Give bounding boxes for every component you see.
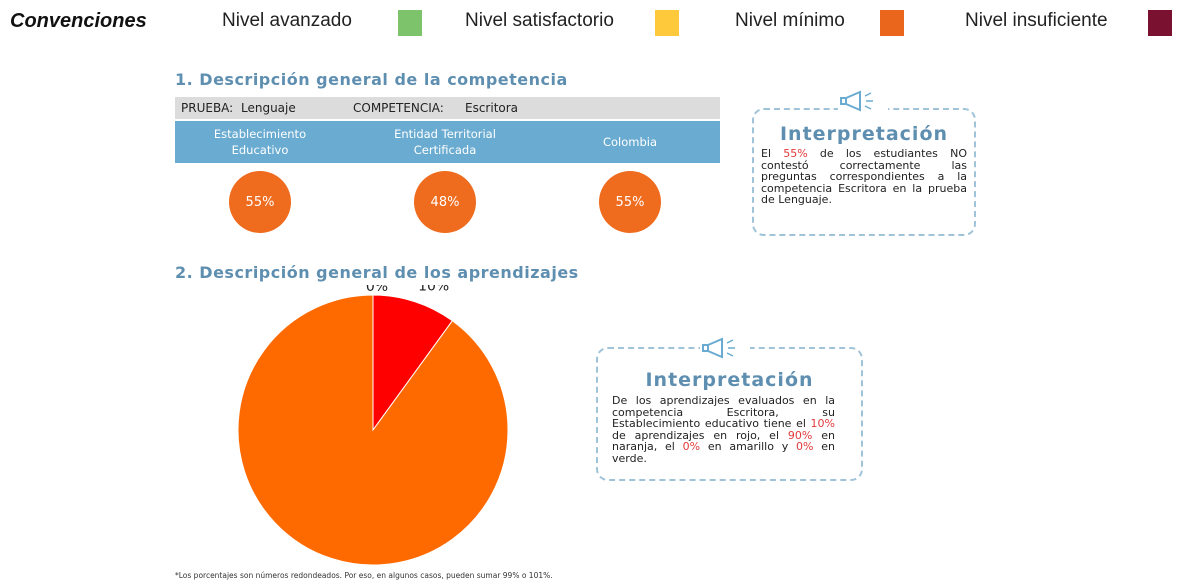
text-run: en naranja, el bbox=[612, 428, 835, 453]
legend-swatch bbox=[1148, 10, 1172, 36]
highlight-text: 90% bbox=[787, 428, 813, 442]
text-run: de los estudiantes NO contestó correctam… bbox=[761, 147, 967, 206]
text-run: en verde. bbox=[612, 440, 835, 465]
slice-label: 10% bbox=[418, 285, 449, 294]
text-run: en amarillo y bbox=[700, 440, 797, 453]
interpretation-box: Interpretación El 55% de los estudiantes… bbox=[752, 108, 976, 236]
interpretation-title: Interpretación bbox=[645, 369, 814, 391]
footnote: *Los porcentajes son números redondeados… bbox=[175, 571, 553, 580]
legend-label: Nivel mínimo bbox=[735, 10, 845, 31]
text-run: De los aprendizajes evaluados en la comp… bbox=[612, 394, 835, 430]
legend-label: Nivel insuficiente bbox=[965, 10, 1108, 31]
text-run: El bbox=[761, 147, 784, 160]
legend-label: Nivel avanzado bbox=[222, 10, 352, 31]
column-label: Establecimiento Educativo bbox=[213, 127, 307, 157]
score-circle: 48% bbox=[414, 171, 476, 233]
prueba: Lenguaje bbox=[241, 101, 296, 115]
megaphone-icon bbox=[838, 88, 888, 114]
prueba-label: PRUEBA: bbox=[181, 101, 234, 115]
highlight-text: 0% bbox=[682, 440, 701, 453]
pie-slice bbox=[372, 294, 454, 432]
pie-chart: 0%10%90% bbox=[237, 285, 509, 565]
megaphone-icon bbox=[700, 335, 750, 361]
highlight-text: 55% bbox=[783, 147, 808, 160]
slice-label: 0% bbox=[366, 285, 388, 295]
legend-title: Convenciones bbox=[10, 10, 147, 32]
section-title: 2. Descripción general de los aprendizaj… bbox=[175, 263, 579, 282]
interpretation-title: Interpretación bbox=[779, 123, 949, 145]
score-circle: 55% bbox=[229, 171, 291, 233]
column-header: Establecimiento Educativo Entidad Territo… bbox=[175, 121, 720, 163]
section-title: 1. Descripción general de la competencia bbox=[175, 70, 568, 89]
competencia-label: COMPETENCIA: bbox=[353, 101, 444, 115]
interpretation-box: Interpretación De los aprendizajes evalu… bbox=[596, 347, 863, 481]
legend-swatch bbox=[398, 10, 422, 36]
column-label: Colombia bbox=[602, 135, 658, 149]
legend-swatch bbox=[880, 10, 904, 36]
legend-label: Nivel satisfactorio bbox=[465, 10, 614, 31]
text-run: de aprendizajes en rojo, el bbox=[612, 428, 788, 442]
interpretation-text: De los aprendizajes evaluados en la comp… bbox=[612, 395, 835, 464]
column-label: Entidad Territorial Certificada bbox=[394, 127, 496, 157]
legend-swatch bbox=[655, 10, 679, 36]
test-bar: PRUEBA: Lenguaje COMPETENCIA: Escritora bbox=[175, 97, 720, 119]
score-circle: 55% bbox=[599, 171, 661, 233]
competencia: Escritora bbox=[465, 101, 519, 115]
pie-slice bbox=[237, 294, 509, 565]
highlight-text: 0% bbox=[796, 440, 814, 453]
highlight-text: 10% bbox=[810, 417, 835, 430]
interpretation-text: El 55% de los estudiantes NO contestó co… bbox=[761, 148, 967, 206]
